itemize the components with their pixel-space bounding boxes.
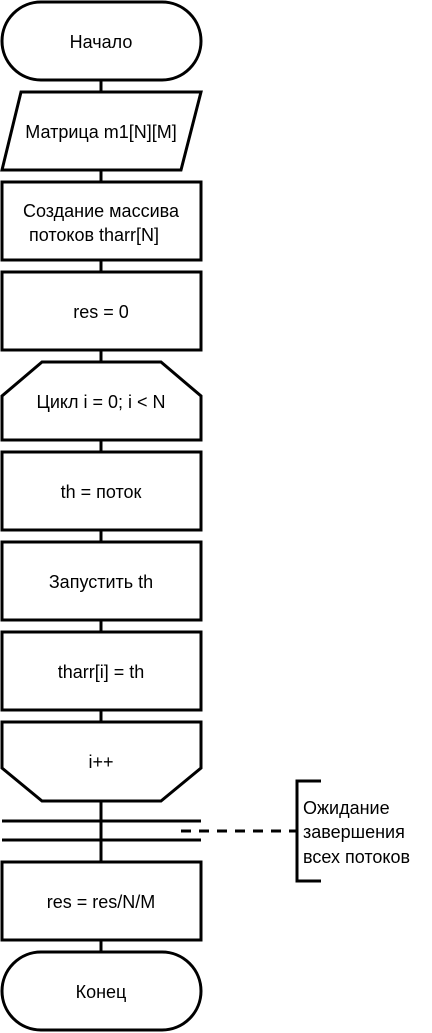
- input-label: Матрица m1[N][M]: [25, 122, 176, 142]
- start-label: Начало: [70, 32, 133, 52]
- compute-res-label: res = res/N/M: [47, 892, 156, 912]
- wait-comment-line1: Ожидание: [303, 798, 390, 818]
- create-threads-label-line2: потоков tharr[N]: [29, 225, 159, 245]
- create-threads-label-line1: Создание массива: [23, 201, 180, 221]
- wait-comment-line3: всех потоков: [303, 847, 410, 867]
- end-terminator: Конец: [0, 950, 203, 1032]
- input-parallelogram: Матрица m1[N][M]: [0, 90, 203, 172]
- assign-thread-label: th = поток: [61, 482, 142, 502]
- loop-end-label: i++: [88, 752, 113, 772]
- assign-thread-process: th = поток: [0, 450, 203, 532]
- store-thread-label: tharr[i] = th: [58, 662, 145, 682]
- create-threads-process: Создание массива потоков tharr[N]: [0, 180, 203, 262]
- loop-start: Цикл i = 0; i < N: [0, 360, 203, 442]
- wait-comment-line2: завершения: [303, 822, 405, 842]
- start-thread-label: Запустить th: [49, 572, 153, 592]
- loop-end: i++: [0, 720, 203, 803]
- end-label: Конец: [76, 982, 127, 1002]
- annotation-bracket: [295, 779, 321, 883]
- start-terminator: Начало: [0, 0, 203, 82]
- init-res-process: res = 0: [0, 270, 203, 352]
- wait-annotation: Ожидание завершения всех потоков: [181, 779, 410, 883]
- compute-res-process: res = res/N/M: [0, 860, 203, 942]
- loop-start-label: Цикл i = 0; i < N: [37, 392, 166, 412]
- start-thread-process: Запустить th: [0, 540, 203, 622]
- wait-sync-bar: [2, 819, 201, 842]
- store-thread-process: tharr[i] = th: [0, 630, 203, 712]
- init-res-label: res = 0: [73, 302, 129, 322]
